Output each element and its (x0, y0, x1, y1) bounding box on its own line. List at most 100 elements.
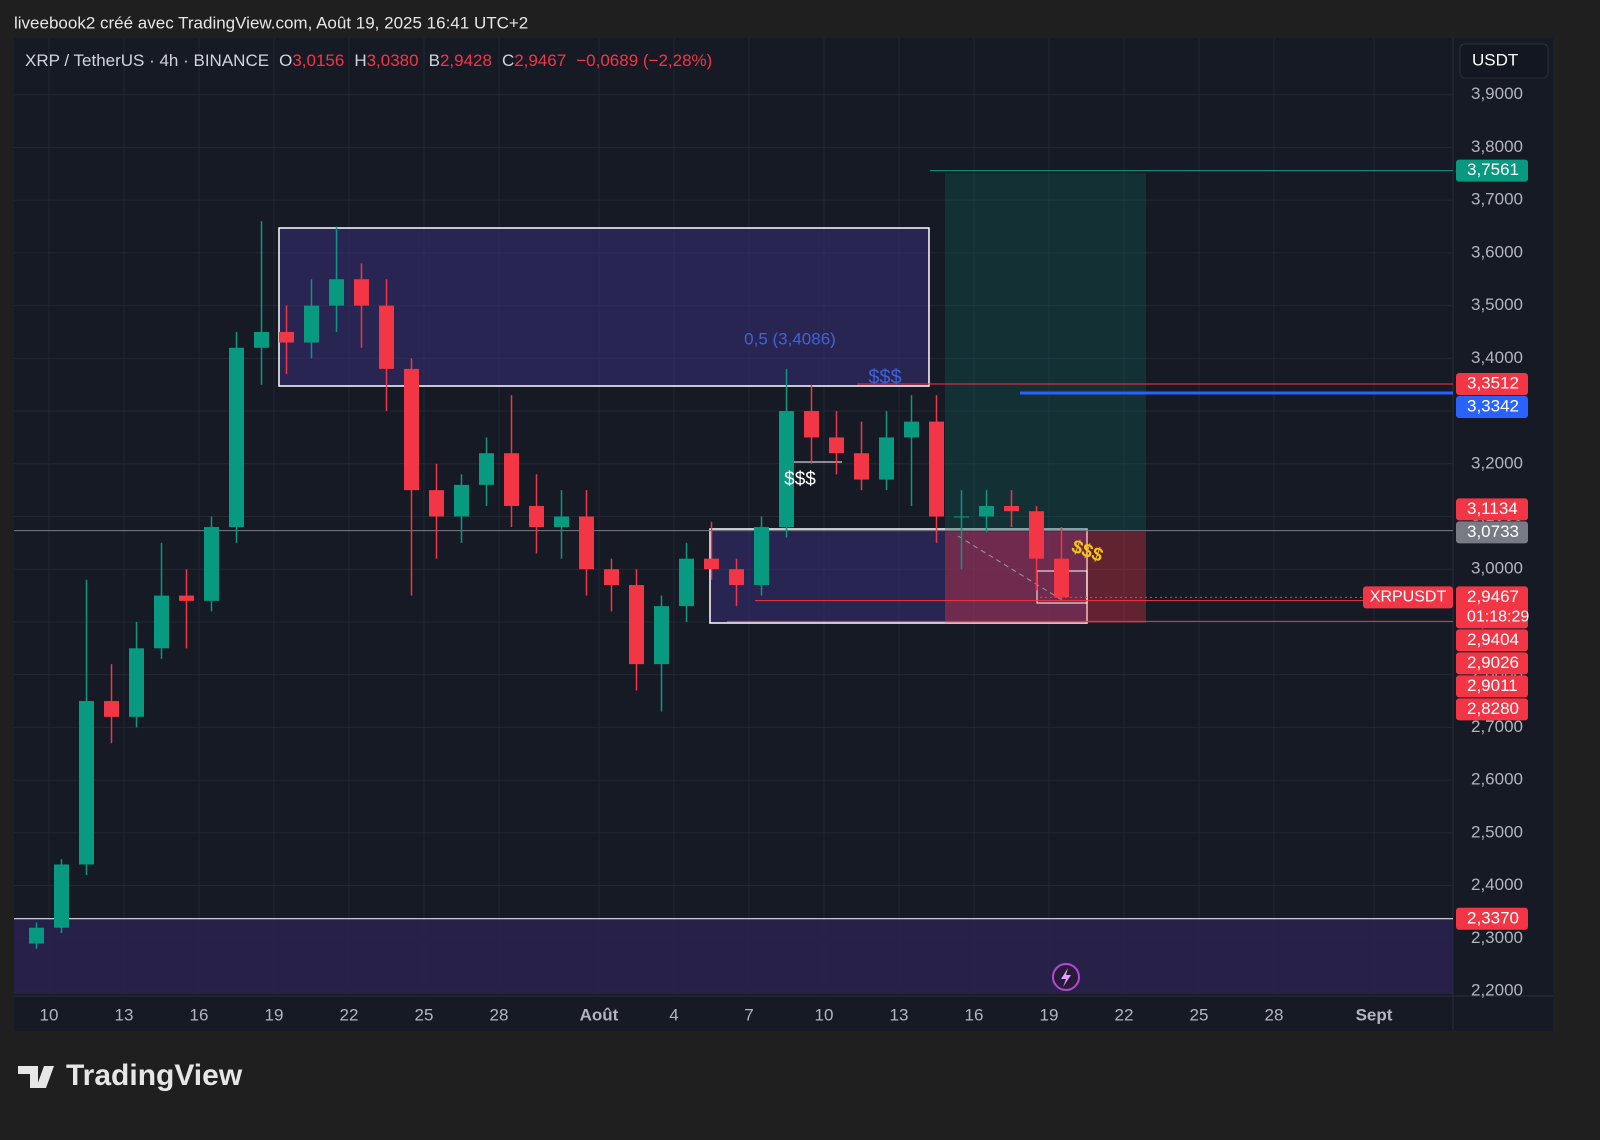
brand-name: TradingView (66, 1059, 243, 1092)
y-tick-label: 2,4000 (1471, 875, 1523, 894)
candle-body (104, 701, 119, 717)
price-label-bg (1456, 396, 1528, 419)
candle-body (154, 595, 169, 649)
legend-item: 3,0156 (292, 51, 344, 70)
candle-body (54, 864, 69, 928)
x-tick-label: 19 (1040, 1005, 1059, 1024)
x-tick-label: 4 (669, 1005, 678, 1024)
legend-item: C (502, 51, 514, 70)
y-tick-label: 3,4000 (1471, 348, 1523, 367)
price-label-bg (1456, 159, 1528, 182)
annotation: $$$ (784, 469, 816, 490)
price-label-bg (1456, 907, 1528, 930)
countdown: 01:18:29 (1467, 609, 1529, 626)
candle-body (454, 484, 469, 517)
price-label: 2,9467 (1467, 587, 1519, 606)
x-tick-label: Août (580, 1005, 619, 1024)
candle-body (379, 305, 394, 369)
x-tick-label: 16 (190, 1005, 209, 1024)
candle-body (754, 527, 769, 586)
currency-button[interactable] (1459, 43, 1549, 79)
y-tick-label: 3,9000 (1471, 84, 1523, 103)
brand-logo (18, 1066, 54, 1088)
legend-item: 2,9428 (440, 51, 492, 70)
price-label-bg (1456, 675, 1528, 698)
x-tick-label: 25 (1190, 1005, 1209, 1024)
y-tick-label: 2,5000 (1471, 822, 1523, 841)
x-tick-label: 22 (1115, 1005, 1134, 1024)
price-label-bg (1456, 629, 1528, 652)
y-tick-label: 3,2000 (1471, 453, 1523, 472)
candle-body (579, 516, 594, 570)
legend-item: −0,0689 (−2,28%) (576, 51, 712, 70)
candle-body (604, 569, 619, 586)
candle-body (354, 279, 369, 306)
candle-body (804, 411, 819, 438)
candle-body (304, 305, 319, 343)
price-label-bg (1456, 652, 1528, 675)
x-tick-label: 7 (744, 1005, 753, 1024)
candle-body (254, 331, 269, 348)
x-tick-label: 10 (815, 1005, 834, 1024)
candle-body (204, 527, 219, 601)
legend-item: XRP / TetherUS · 4h · BINANCE (25, 51, 269, 70)
price-label: 3,3342 (1467, 397, 1519, 416)
candle-body (529, 505, 544, 528)
annotation: $$$ (868, 366, 901, 388)
candle-body (179, 595, 194, 601)
symbol-tag: XRPUSDT (1370, 589, 1447, 606)
symbol-tag-bg (1363, 586, 1453, 609)
legend-item: H (354, 51, 366, 70)
x-tick-label: 13 (890, 1005, 909, 1024)
x-tick-label: 13 (115, 1005, 134, 1024)
trend-line (957, 535, 1063, 601)
event-icon-bolt (1061, 968, 1071, 987)
x-tick-label: 19 (265, 1005, 284, 1024)
price-label-bg (1456, 698, 1528, 721)
price-label: 2,9404 (1467, 630, 1519, 649)
candle-body (854, 453, 869, 480)
candle-body (29, 927, 44, 944)
price-label: 2,3370 (1467, 908, 1519, 927)
y-tick-label: 2,6000 (1471, 770, 1523, 789)
candle-body (1054, 558, 1069, 598)
candle-body (879, 437, 894, 480)
candle-body (629, 585, 644, 665)
price-label: 2,9011 (1467, 676, 1518, 695)
price-label: 3,0733 (1467, 522, 1519, 541)
candle-body (1004, 505, 1019, 512)
zone (278, 227, 930, 387)
currency-label[interactable]: USDT (1472, 50, 1518, 69)
zone (709, 528, 1088, 624)
target-zone (945, 173, 1146, 532)
header: liveebook2 créé avec TradingView.com, Ao… (14, 13, 528, 32)
y-tick-label: 3,5000 (1471, 295, 1523, 314)
x-tick-label: Sept (1356, 1005, 1393, 1024)
price-label: 3,3512 (1467, 374, 1519, 393)
candle-body (504, 453, 519, 506)
x-tick-label: 22 (340, 1005, 359, 1024)
candle-body (404, 368, 419, 491)
candle-body (904, 421, 919, 438)
candle-body (429, 490, 444, 517)
x-tick-label: 10 (40, 1005, 59, 1024)
y-tick-label: 2,2000 (1471, 980, 1523, 999)
x-tick-label: 28 (490, 1005, 509, 1024)
y-tick-label: 3,6000 (1471, 242, 1523, 261)
y-tick-label: 2,3000 (1471, 928, 1523, 947)
x-tick-label: 25 (415, 1005, 434, 1024)
y-tick-label: 3,0000 (1471, 559, 1523, 578)
candle-body (829, 437, 844, 454)
legend: XRP / TetherUS · 4h · BINANCE O3,0156 H3,0… (25, 51, 712, 70)
candle-body (79, 701, 94, 865)
zone (14, 920, 1453, 994)
price-label-bg (1456, 521, 1528, 544)
candle-body (729, 569, 744, 586)
price-label-bg (1456, 373, 1528, 396)
price-label: 3,1134 (1467, 499, 1518, 518)
legend-item: 3,0380 (367, 51, 419, 70)
price-label: 2,9026 (1467, 653, 1519, 672)
y-tick-label: 3,8000 (1471, 137, 1523, 156)
stop-zone (945, 532, 1146, 623)
candle-body (479, 453, 494, 485)
